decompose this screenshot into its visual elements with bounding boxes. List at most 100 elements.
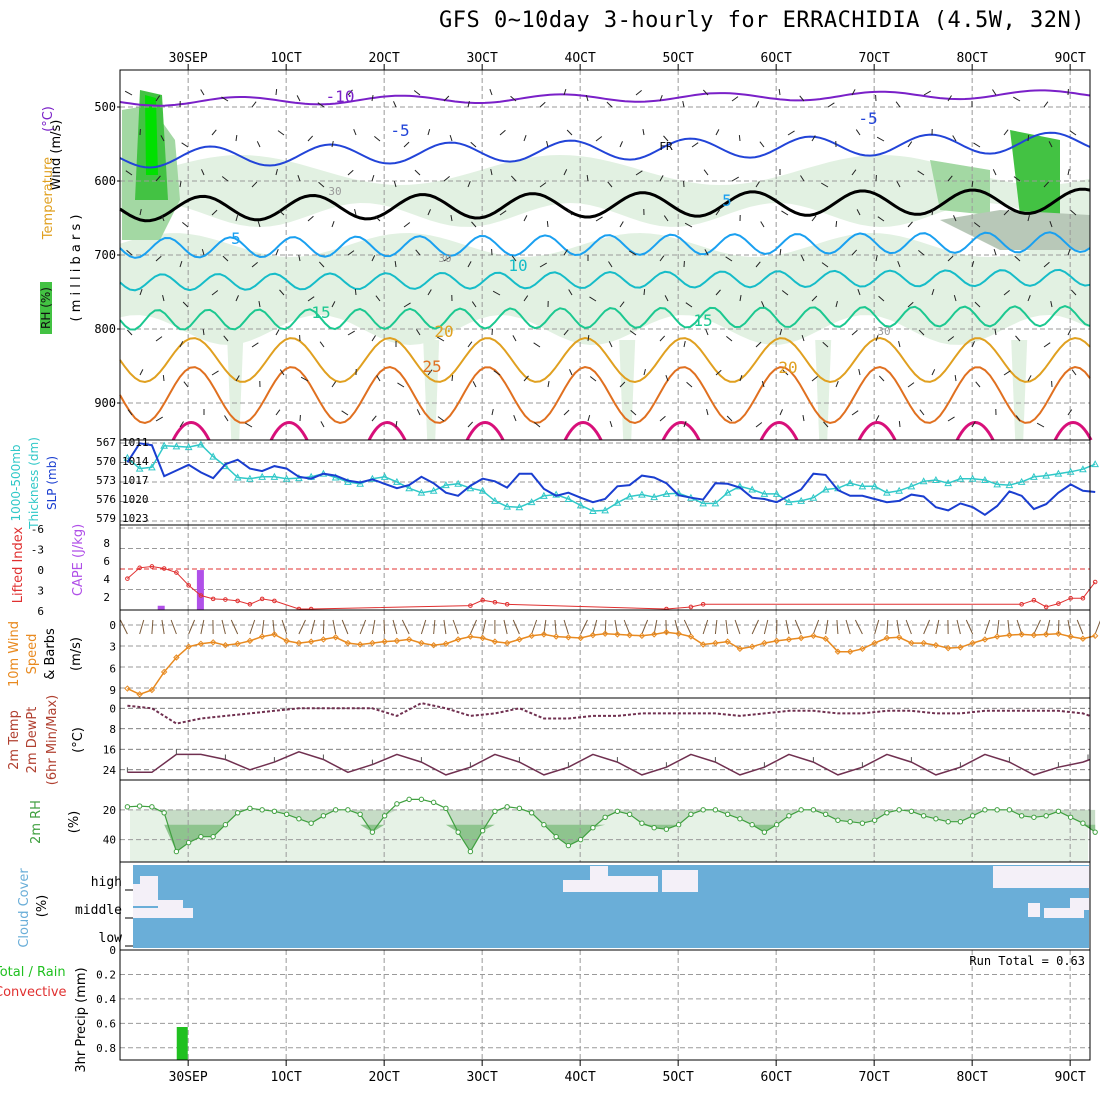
upper-wind-barb: [800, 175, 805, 182]
upper-wind-barb: [608, 261, 613, 268]
upper-wind-barb: [799, 95, 805, 102]
rh2m-marker: [210, 833, 216, 840]
thickness-marker: [527, 498, 536, 506]
upper-wind-barb: [875, 254, 878, 262]
upper-wind-barb: [715, 369, 722, 376]
upper-wind-barb: [725, 256, 733, 262]
upper-wind-barb: [663, 135, 669, 142]
upper-wind-barb: [1014, 255, 1021, 262]
thickness-marker: [417, 488, 426, 496]
upper-wind-barb: [971, 180, 974, 188]
wind10-barb: [845, 619, 851, 635]
temp2m-y-tick: 8: [109, 723, 116, 736]
cloud-white-block: [1044, 908, 1084, 918]
rh2m-marker: [651, 825, 657, 831]
upper-wind-barb: [211, 129, 217, 136]
rh2m-marker: [724, 811, 731, 817]
thickness-marker: [233, 473, 242, 481]
thickness-marker: [883, 488, 891, 496]
wind10-marker: [197, 640, 205, 647]
upper-rh-label: RH (%): [39, 287, 53, 329]
upper-wind-barb: [256, 141, 261, 148]
upper-wind-barb: [975, 381, 981, 388]
cloud-level-label: low: [99, 931, 123, 946]
wind10-marker: [1091, 632, 1099, 640]
upper-wind-barb: [971, 260, 975, 268]
wind10-barb: [563, 619, 569, 635]
thickness-marker: [944, 479, 952, 487]
upper-wind-barb: [275, 88, 278, 96]
thickness-marker: [662, 489, 671, 497]
upper-contour-label: 20: [434, 322, 453, 341]
upper-wind-barb: [703, 169, 709, 176]
thickness-label-b: Thickness (dm): [27, 437, 41, 530]
upper-wind-barb: [275, 329, 280, 336]
x-axis-top-tick-label: 7OCT: [859, 51, 890, 66]
li-background: [120, 525, 1090, 610]
rh2m-marker: [994, 807, 1000, 813]
thickness-y-tick: 567: [96, 436, 116, 449]
wind10-marker: [957, 644, 964, 651]
wind10-barb: [420, 619, 427, 635]
upper-wind-barb: [659, 255, 665, 262]
x-axis-bottom-tick-label: 30SEP: [169, 1070, 208, 1085]
upper-wind-barb: [1003, 370, 1011, 376]
upper-wind-barb: [139, 208, 142, 216]
wind10-barb: [443, 619, 447, 635]
upper-wind-barb: [331, 301, 336, 308]
lifted-index-marker: [259, 596, 265, 602]
upper-wind-barb: [472, 381, 477, 388]
wind10-barb: [935, 619, 940, 635]
upper-wind-barb: [296, 95, 301, 102]
upper-wind-barb: [759, 141, 765, 148]
upper-wind-barb: [619, 301, 625, 308]
upper-wind-barb: [319, 341, 325, 348]
thickness-marker: [393, 477, 401, 485]
upper-wind-barb: [179, 341, 184, 348]
precip-background: [120, 950, 1090, 1060]
cloud-white-block: [140, 876, 158, 886]
rh2m-area-fill: [127, 809, 1096, 852]
wind10-marker: [773, 637, 780, 645]
upper-wind-barb: [1015, 415, 1021, 422]
wind10-marker: [932, 642, 940, 649]
upper-wind-barb: [320, 421, 325, 428]
temp2m-y-tick: 0: [109, 702, 116, 715]
upper-wind-barb: [1050, 300, 1053, 308]
thickness-marker: [491, 496, 499, 504]
upper-wind-barb: [533, 342, 541, 348]
wind10-barb: [794, 619, 802, 635]
rh2m-marker: [822, 811, 829, 817]
rh2m-marker: [700, 807, 706, 813]
upper-wind-barb: [895, 101, 901, 108]
rh2m-marker: [516, 805, 523, 812]
wind10-barb: [341, 619, 349, 635]
wind10-marker: [1030, 631, 1038, 639]
upper-wind-barb: [811, 376, 818, 382]
upper-wind-barb: [947, 255, 954, 262]
upper-wind-barb: [523, 215, 528, 222]
lifted-index-marker: [1092, 579, 1098, 585]
upper-wind-barb: [563, 409, 570, 416]
upper-wind-barb: [200, 89, 205, 96]
thickness-marker: [919, 477, 928, 485]
wind10-barb: [170, 619, 177, 635]
thickness-marker: [246, 474, 254, 482]
upper-wind-barb: [492, 290, 501, 296]
li-y-tick: 0: [37, 564, 44, 577]
rh2m-marker: [920, 813, 927, 819]
upper-wind-barb: [898, 420, 901, 428]
upper-wind-barb: [823, 421, 829, 428]
rh2m-marker: [234, 810, 241, 816]
upper-wind-barb: [318, 181, 325, 188]
upper-wind-barb: [374, 136, 381, 142]
upper-wind-barb: [1027, 375, 1032, 382]
upper-wind-barb: [499, 129, 506, 136]
thickness-marker: [258, 472, 266, 480]
cloud-white-block: [563, 880, 597, 892]
temp2m-y-tick: 24: [103, 764, 117, 777]
upper-wind-barb: [822, 341, 829, 348]
cloud-white-block: [133, 908, 193, 918]
upper-wind-barb: [642, 128, 645, 136]
upper-wind-barb: [683, 340, 686, 348]
